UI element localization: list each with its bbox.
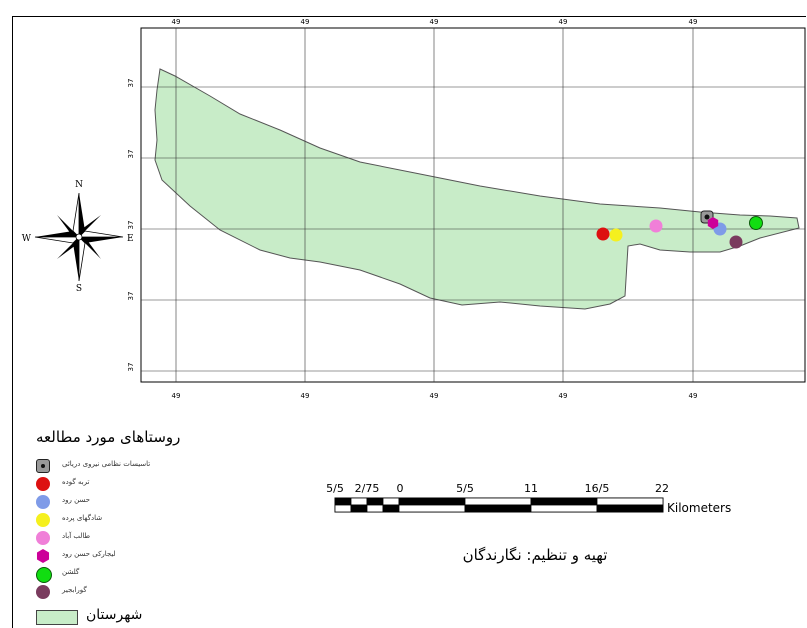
compass-west-label: W — [22, 234, 32, 244]
county-legend: شهرستان — [36, 607, 336, 627]
longitude-label-top: 49 — [430, 18, 439, 26]
longitude-label-bottom: 49 — [301, 392, 310, 400]
longitude-label-top: 49 — [172, 18, 181, 26]
county-label: شهرستان — [86, 607, 143, 623]
compass-south-label: S — [76, 284, 82, 294]
graticule-labels: 49 49 49 49 49 49 49 49 49 49 37 37 37 37 37 — [127, 18, 697, 400]
longitude-label-bottom: 49 — [430, 392, 439, 400]
legend-item: طالب آباد — [36, 531, 256, 547]
legend-label: لیجارکی حسن رود — [62, 550, 116, 558]
longitude-label-bottom: 49 — [689, 392, 698, 400]
latitude-label: 37 — [127, 150, 135, 159]
scale-bar: 5/5 2/75 0 5/5 11 16/5 22 Kilometers — [326, 482, 731, 515]
legend-label: شادگهای پرده — [62, 514, 103, 522]
village-marker — [596, 227, 610, 241]
latitude-label: 37 — [127, 79, 135, 88]
legend-item: حسن رود — [36, 495, 256, 511]
credit-text: تهیه و تنظیم: نگارندگان — [462, 546, 608, 564]
legend-symbol — [36, 531, 50, 545]
map-frame-top — [12, 16, 806, 17]
longitude-label-bottom: 49 — [559, 392, 568, 400]
graticule — [141, 28, 805, 382]
compass-east-label: E — [127, 234, 134, 244]
village-marker — [729, 235, 743, 249]
legend-item: تاسیسات نظامی نیروی دریائی — [36, 459, 256, 475]
legend-symbol — [36, 585, 50, 599]
legend-item: شادگهای پرده — [36, 513, 256, 529]
scale-unit: Kilometers — [667, 501, 731, 515]
legend-label: طالب آباد — [62, 532, 91, 540]
county-polygon — [154, 68, 800, 310]
latitude-label: 37 — [127, 363, 135, 372]
longitude-label-bottom: 49 — [172, 392, 181, 400]
scale-label: 11 — [524, 482, 538, 495]
map-frame-left — [12, 16, 13, 628]
legend-item: تربه گوده — [36, 477, 256, 493]
village-marker — [649, 219, 663, 233]
village-marker — [707, 217, 719, 229]
scale-label: 2/75 — [355, 482, 380, 495]
legend-label: حسن رود — [62, 496, 91, 504]
village-marker — [609, 228, 623, 242]
legend-label: تربه گوده — [62, 478, 90, 486]
scale-label: 0 — [397, 482, 404, 495]
legend-symbol — [36, 513, 50, 527]
legend-symbol — [36, 549, 50, 563]
compass-rose: N S E W — [22, 180, 134, 294]
scale-label: 16/5 — [585, 482, 610, 495]
legend-symbol — [36, 567, 52, 583]
legend-label: گلشن — [62, 568, 80, 576]
legend-label: تاسیسات نظامی نیروی دریائی — [62, 460, 151, 468]
county-swatch — [36, 610, 78, 625]
legend-symbol — [36, 459, 50, 473]
legend-item: لیجارکی حسن رود — [36, 549, 256, 565]
latitude-label: 37 — [127, 221, 135, 230]
compass-north-label: N — [75, 180, 83, 190]
scale-label: 5/5 — [326, 482, 344, 495]
legend-item: گورابجیر — [36, 585, 256, 601]
village-marker — [749, 216, 763, 230]
legend-label: گورابجیر — [62, 586, 87, 594]
scale-label: 5/5 — [456, 482, 474, 495]
longitude-label-top: 49 — [559, 18, 568, 26]
latitude-label: 37 — [127, 292, 135, 301]
legend-title: روستاهای مورد مطالعه — [36, 428, 181, 446]
longitude-label-top: 49 — [301, 18, 310, 26]
legend-symbol — [36, 495, 50, 509]
legend-symbol — [36, 477, 50, 491]
legend-item: گلشن — [36, 567, 256, 583]
village-points — [596, 210, 763, 249]
longitude-label-top: 49 — [689, 18, 698, 26]
scale-label: 22 — [655, 482, 669, 495]
